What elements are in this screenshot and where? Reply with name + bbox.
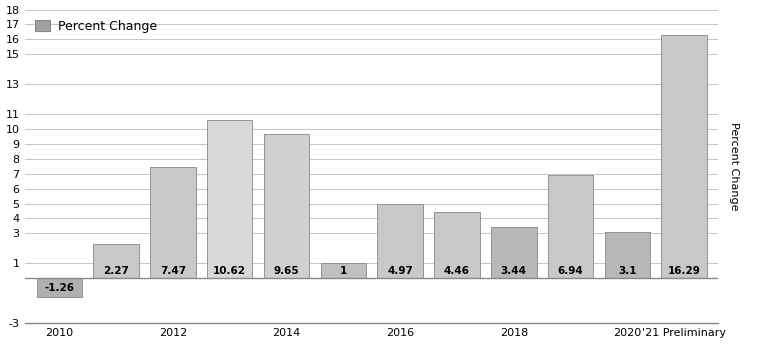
Text: 9.65: 9.65 [273, 266, 300, 276]
Text: 3.1: 3.1 [618, 266, 637, 276]
Bar [264, 134, 310, 278]
Text: 6.94: 6.94 [558, 266, 584, 276]
Bar [320, 263, 366, 278]
Bar [151, 167, 196, 278]
Legend: Percent Change: Percent Change [31, 16, 161, 36]
Y-axis label: Percent Change: Percent Change [730, 122, 740, 211]
Text: 4.97: 4.97 [387, 266, 413, 276]
Bar [377, 204, 423, 278]
Bar [94, 244, 139, 278]
Text: 1: 1 [339, 266, 347, 276]
Bar [207, 120, 253, 278]
Text: 10.62: 10.62 [214, 266, 247, 276]
Bar [661, 35, 707, 278]
Bar [491, 227, 537, 278]
Text: 3.44: 3.44 [501, 266, 527, 276]
Text: 16.29: 16.29 [667, 266, 700, 276]
Bar [548, 174, 594, 278]
Text: 4.46: 4.46 [444, 266, 470, 276]
Bar [37, 278, 82, 297]
Text: 2.27: 2.27 [103, 266, 129, 276]
Text: 7.47: 7.47 [160, 266, 186, 276]
Text: -1.26: -1.26 [45, 282, 74, 292]
Bar [604, 232, 650, 278]
Bar [434, 212, 480, 278]
